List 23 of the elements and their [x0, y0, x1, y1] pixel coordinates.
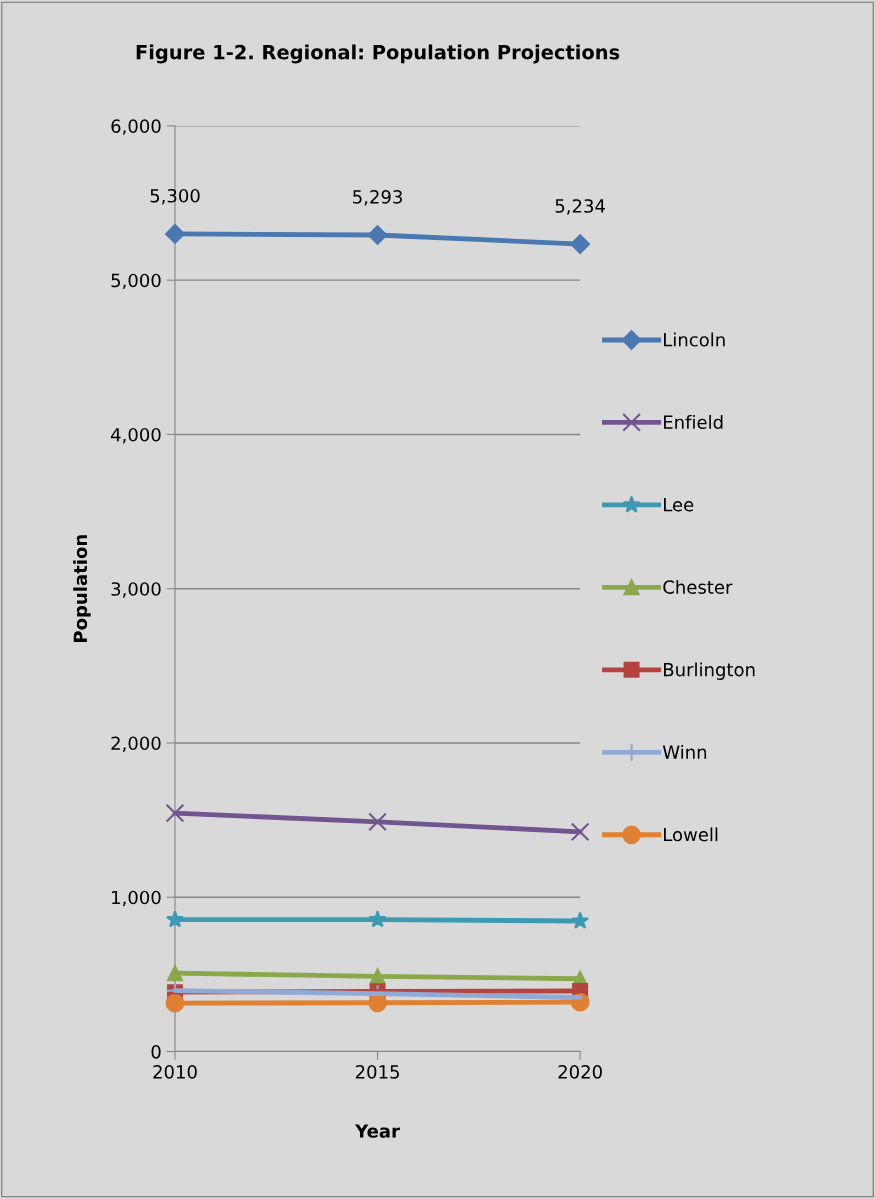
data-label: 5,234	[555, 199, 605, 215]
y-tick-label: 6,000	[111, 119, 161, 135]
legend-label: Lee	[664, 498, 694, 512]
legend-label: Winn	[662, 744, 707, 759]
legend-label: Burlington	[664, 662, 755, 680]
x-tick-label: 2015	[355, 1065, 399, 1079]
x-axis-title: Year	[355, 1124, 400, 1138]
x-tick-label: 2010	[153, 1065, 197, 1079]
legend-label: Enfield	[664, 415, 723, 429]
y-tick-label: 5,000	[111, 273, 161, 290]
y-axis-title: Population	[73, 535, 91, 642]
legend-label: Lowell	[664, 827, 718, 842]
x-tick-label: 2020	[558, 1065, 602, 1079]
y-tick-label: 1,000	[112, 890, 161, 907]
chart-title: Figure 1-2. Regional: Population Projections	[136, 44, 620, 64]
y-tick-label: 3,000	[111, 582, 161, 598]
legend-label: Chester	[663, 579, 733, 594]
legend-label: Lincoln	[664, 332, 725, 347]
data-label: 5,293	[353, 190, 402, 206]
y-tick-label: 0	[151, 1044, 161, 1059]
y-tick-label: 4,000	[111, 427, 161, 444]
data-label: 5,300	[150, 188, 200, 205]
y-tick-label: 2,000	[111, 736, 161, 752]
